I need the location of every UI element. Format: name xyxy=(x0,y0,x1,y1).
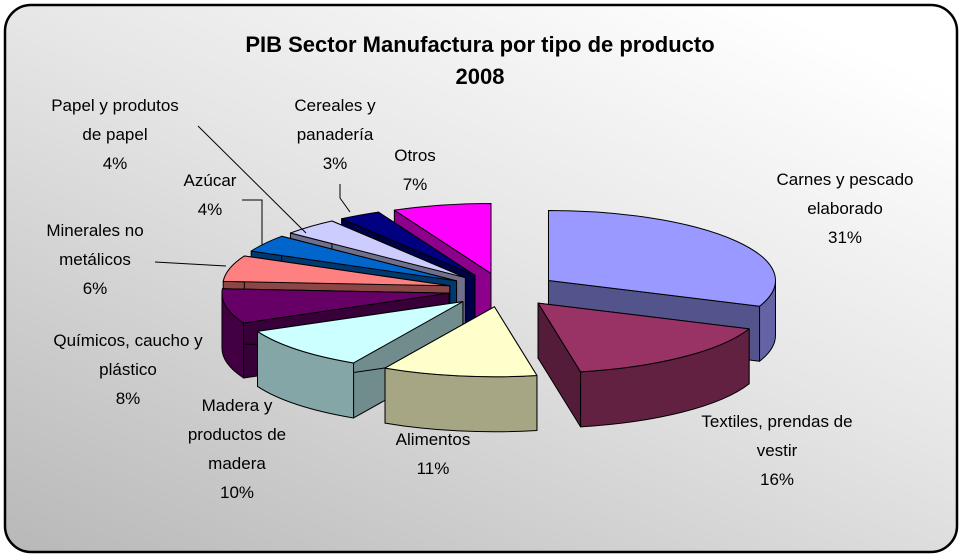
slice-value-label: 16% xyxy=(759,470,795,489)
slice-value-label: 11% xyxy=(416,459,450,478)
slice-value-label: 3% xyxy=(322,154,348,173)
leader-line xyxy=(242,199,263,245)
slice-category-label: Azúcar xyxy=(183,171,237,190)
slice-label: Azúcar 4% xyxy=(155,166,265,224)
slice-value-label: 8% xyxy=(115,389,141,408)
slice xyxy=(250,235,458,282)
slice-value-label: 31% xyxy=(827,228,863,247)
slice-category-label: Textiles, prendas de vestir xyxy=(701,412,853,460)
slice-category-label: Carnes y pescado elaborado xyxy=(776,170,914,218)
chart-title: PIB Sector Manufactura por tipo de produ… xyxy=(245,32,714,57)
slice-category-label: Químicos, caucho y plástico xyxy=(53,331,203,379)
slice-label: Carnes y pescado elaborado 31% xyxy=(750,165,940,252)
slice-label: Cereales y panadería 3% xyxy=(285,91,385,178)
slice-category-label: Papel y produtos de papel xyxy=(51,96,179,144)
slice xyxy=(393,202,492,274)
slice xyxy=(257,301,464,364)
slice xyxy=(547,209,776,307)
slice xyxy=(221,288,450,324)
slice-label: Otros 7% xyxy=(365,141,465,199)
slice-category-label: Alimentos xyxy=(395,430,471,449)
slice xyxy=(289,220,466,279)
slice-label: Madera y productos de madera 10% xyxy=(175,391,300,507)
slice-category-label: Otros xyxy=(394,146,436,165)
slice xyxy=(537,302,750,373)
slice-wall xyxy=(384,367,538,433)
slice-value-label: 4% xyxy=(197,200,223,219)
slice-category-label: Cereales y panadería xyxy=(294,96,376,144)
slice-label: Papel y produtos de papel 4% xyxy=(40,91,190,178)
slice-value-label: 7% xyxy=(402,175,428,194)
leader-line xyxy=(154,261,227,267)
slice xyxy=(384,306,538,378)
slice-label: Químicos, caucho y plástico 8% xyxy=(38,326,218,413)
slice-category-label: Madera y productos de madera xyxy=(187,396,287,473)
slice-category-label: Minerales no metálicos xyxy=(46,221,144,269)
slice-label: Minerales no metálicos 6% xyxy=(35,216,155,303)
chart-subtitle: 2008 xyxy=(456,64,505,89)
slice-label: Textiles, prendas de vestir 16% xyxy=(690,407,865,494)
pie xyxy=(221,202,776,433)
slice-value-label: 4% xyxy=(102,154,128,173)
slice-value-label: 6% xyxy=(82,279,108,298)
leader-line xyxy=(339,184,351,213)
slice-value-label: 10% xyxy=(219,483,255,502)
slice xyxy=(222,255,451,287)
leader-line xyxy=(197,125,307,234)
slice-label: Alimentos 11% xyxy=(363,425,503,483)
slice xyxy=(341,211,476,276)
